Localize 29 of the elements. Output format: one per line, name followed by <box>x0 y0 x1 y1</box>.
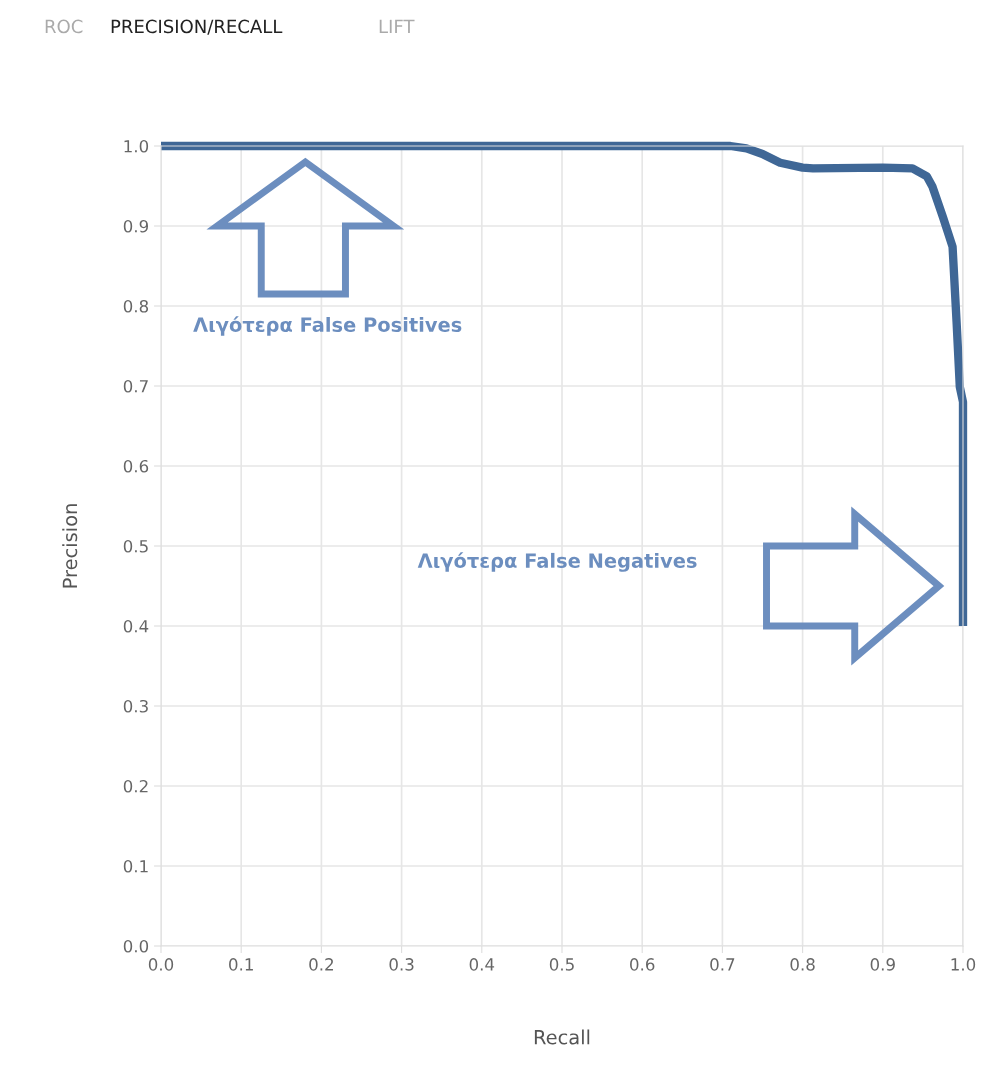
y-tick-label: 0.1 <box>123 859 148 873</box>
text: ROC <box>45 19 83 34</box>
y-tick-label: 0.0 <box>123 939 149 953</box>
x-tick-label: 0.4 <box>469 958 495 971</box>
annotation: Λιγότερα False Positives <box>193 316 462 336</box>
x-tick-label: 0.8 <box>790 958 815 971</box>
text: LIFT <box>379 19 415 33</box>
annotation: Λιγότερα False Negatives <box>417 552 697 572</box>
x-tick-label: 0.0 <box>148 958 174 971</box>
y-tick-label: 0.4 <box>123 619 149 633</box>
x-tick-label: 1.0 <box>951 958 976 971</box>
y-tick-label: 0.8 <box>123 299 149 313</box>
y-tick-label: 0.3 <box>123 699 148 713</box>
x-tick-label: 0.1 <box>229 958 253 971</box>
y-axis-title: Precision <box>62 504 78 588</box>
x-tick-label: 0.3 <box>389 958 414 971</box>
x-tick-label: 0.7 <box>710 958 735 971</box>
x-tick-label: 0.2 <box>309 958 333 971</box>
x-axis-title: Recall <box>534 1029 590 1045</box>
y-tick-label: 0.6 <box>123 459 149 473</box>
y-tick-label: 1.0 <box>124 139 149 153</box>
y-tick-label: 0.9 <box>123 219 149 233</box>
y-tick-label: 0.7 <box>123 379 148 393</box>
text: PRECISION/RECALL <box>111 19 283 35</box>
x-tick-label: 0.5 <box>549 958 574 971</box>
x-tick-label: 0.9 <box>870 958 895 971</box>
y-tick-label: 0.5 <box>123 539 148 553</box>
x-tick-label: 0.6 <box>630 958 655 971</box>
y-tick-label: 0.2 <box>123 779 148 793</box>
